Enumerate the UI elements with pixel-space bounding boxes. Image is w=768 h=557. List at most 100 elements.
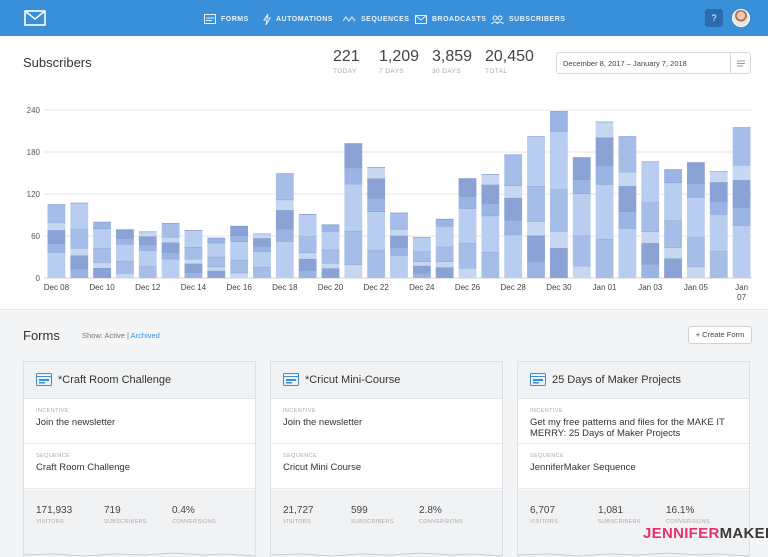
form-card-sequence: SEQUENCE JenniferMaker Sequence — [518, 444, 749, 489]
nav-broadcasts[interactable]: BROADCASTS — [415, 12, 486, 26]
browser-window-icon — [283, 373, 299, 386]
x-tick-label: Dec 16 — [226, 283, 252, 292]
nav-subscribers[interactable]: SUBSCRIBERS — [491, 12, 565, 26]
bar-segment — [709, 251, 728, 278]
bar — [230, 225, 249, 278]
bar-segment — [686, 237, 705, 267]
visitors-caption: VISITORS — [530, 519, 558, 525]
bar — [549, 111, 568, 278]
bar — [367, 167, 386, 278]
bar-segment — [641, 264, 660, 278]
bar — [298, 214, 317, 278]
bar-segment — [435, 219, 454, 227]
envelope-logo-icon[interactable] — [24, 10, 46, 26]
bar-segment — [504, 154, 523, 186]
bar-segment — [527, 186, 545, 222]
bar-segment — [527, 261, 545, 278]
bar-segment — [458, 208, 477, 244]
x-tick-label: Dec 10 — [89, 283, 115, 292]
subscribers-title: Subscribers — [23, 55, 92, 70]
form-card[interactable]: *Craft Room Challenge INCENTIVE Join the n… — [23, 361, 256, 557]
bar — [412, 237, 431, 278]
bar-segment — [47, 252, 66, 278]
nav-forms[interactable]: FORMS — [204, 12, 249, 26]
envelope-icon — [415, 14, 427, 24]
incentive-caption: INCENTIVE — [36, 408, 69, 414]
bar-segment — [253, 246, 271, 252]
avatar[interactable] — [732, 9, 750, 27]
bar-segment — [184, 272, 203, 278]
bar-segment — [116, 229, 134, 239]
form-card[interactable]: *Cricut Mini-Course INCENTIVE Join the new… — [270, 361, 503, 557]
bar — [207, 237, 226, 278]
bar-segment — [572, 265, 591, 278]
y-tick-label: 180 — [27, 148, 41, 157]
bar — [321, 224, 340, 278]
form-card-header[interactable]: *Cricut Mini-Course — [271, 362, 502, 399]
sequence-caption: SEQUENCE — [530, 453, 565, 459]
help-button[interactable]: ? — [705, 9, 723, 27]
bar-segment — [481, 184, 500, 204]
bar — [458, 178, 477, 278]
bar-segment — [504, 220, 523, 235]
bar-segment — [595, 137, 614, 166]
bar-segment — [161, 252, 180, 259]
bar-segment — [572, 157, 591, 180]
bar-segment — [664, 182, 682, 221]
date-range-picker[interactable]: December 8, 2017 – January 7, 2018 — [556, 52, 751, 74]
x-tick-label: Jan — [735, 283, 748, 292]
archived-link[interactable]: Archived — [130, 331, 160, 340]
x-tick-label: Dec 22 — [363, 283, 389, 292]
bar-segment — [321, 268, 340, 278]
bar — [184, 230, 203, 278]
bar-segment — [298, 258, 317, 271]
bar-segment — [344, 143, 363, 168]
bar-segment — [230, 235, 249, 242]
form-card-header[interactable]: *Craft Room Challenge — [24, 362, 255, 399]
x-tick-label: Dec 18 — [272, 283, 298, 292]
nav-sequences[interactable]: SEQUENCES — [342, 12, 409, 26]
bar-segment — [458, 268, 477, 278]
bar-segment — [116, 238, 134, 245]
create-form-button[interactable]: + Create Form — [688, 326, 752, 344]
watermark-logo: JENNIFERMAKER — [643, 525, 768, 542]
visitors-stat: 6,707 VISITORS — [530, 505, 558, 525]
bar — [116, 229, 134, 278]
form-card-stats: 6,707 VISITORS 1,081 SUBSCRIBERS 16.1% CONVER… — [518, 490, 749, 557]
bar — [572, 157, 591, 278]
bar-segment — [298, 270, 317, 278]
form-card-title[interactable]: 25 Days of Maker Projects — [552, 374, 681, 386]
show-active-label[interactable]: Show: Active | — [82, 331, 129, 340]
form-card-title[interactable]: *Cricut Mini-Course — [305, 374, 401, 386]
browser-window-icon — [36, 373, 52, 386]
form-card[interactable]: 25 Days of Maker Projects INCENTIVE Get my… — [517, 361, 750, 557]
bar-segment — [344, 167, 363, 184]
bar-segment — [367, 167, 386, 179]
forms-title: Forms — [23, 328, 60, 343]
bar-segment — [116, 244, 134, 262]
bar-segment — [549, 248, 568, 278]
bar — [595, 121, 614, 278]
bar-segment — [47, 230, 66, 244]
form-card-header[interactable]: 25 Days of Maker Projects — [518, 362, 749, 399]
stat-30-days-value: 3,859 — [432, 48, 473, 65]
bar — [161, 223, 180, 278]
y-tick-label: 0 — [36, 274, 41, 283]
bar-segment — [641, 202, 660, 232]
subscribers-chart: 0 60 120 180 240 Dec 08 Dec 10 Dec 12 Dec 14 Dec … — [27, 106, 752, 302]
bar-segment — [618, 186, 637, 212]
bar-segment — [116, 273, 134, 278]
subscribers-stat: 599 SUBSCRIBERS — [351, 505, 394, 525]
date-range-text: December 8, 2017 – January 7, 2018 — [563, 59, 687, 68]
x-tick-label: Dec 20 — [318, 283, 344, 292]
bar — [253, 233, 271, 278]
nav-automations[interactable]: AUTOMATIONS — [263, 12, 333, 26]
x-tick-label: Dec 14 — [181, 283, 207, 292]
sequence-value: Cricut Mini Course — [283, 462, 362, 473]
bar-segment — [595, 165, 614, 185]
date-range-menu-button[interactable] — [730, 53, 750, 73]
form-card-title[interactable]: *Craft Room Challenge — [58, 374, 172, 386]
bar — [435, 218, 454, 278]
bar-segment — [435, 226, 454, 247]
bar-segment — [253, 238, 271, 247]
